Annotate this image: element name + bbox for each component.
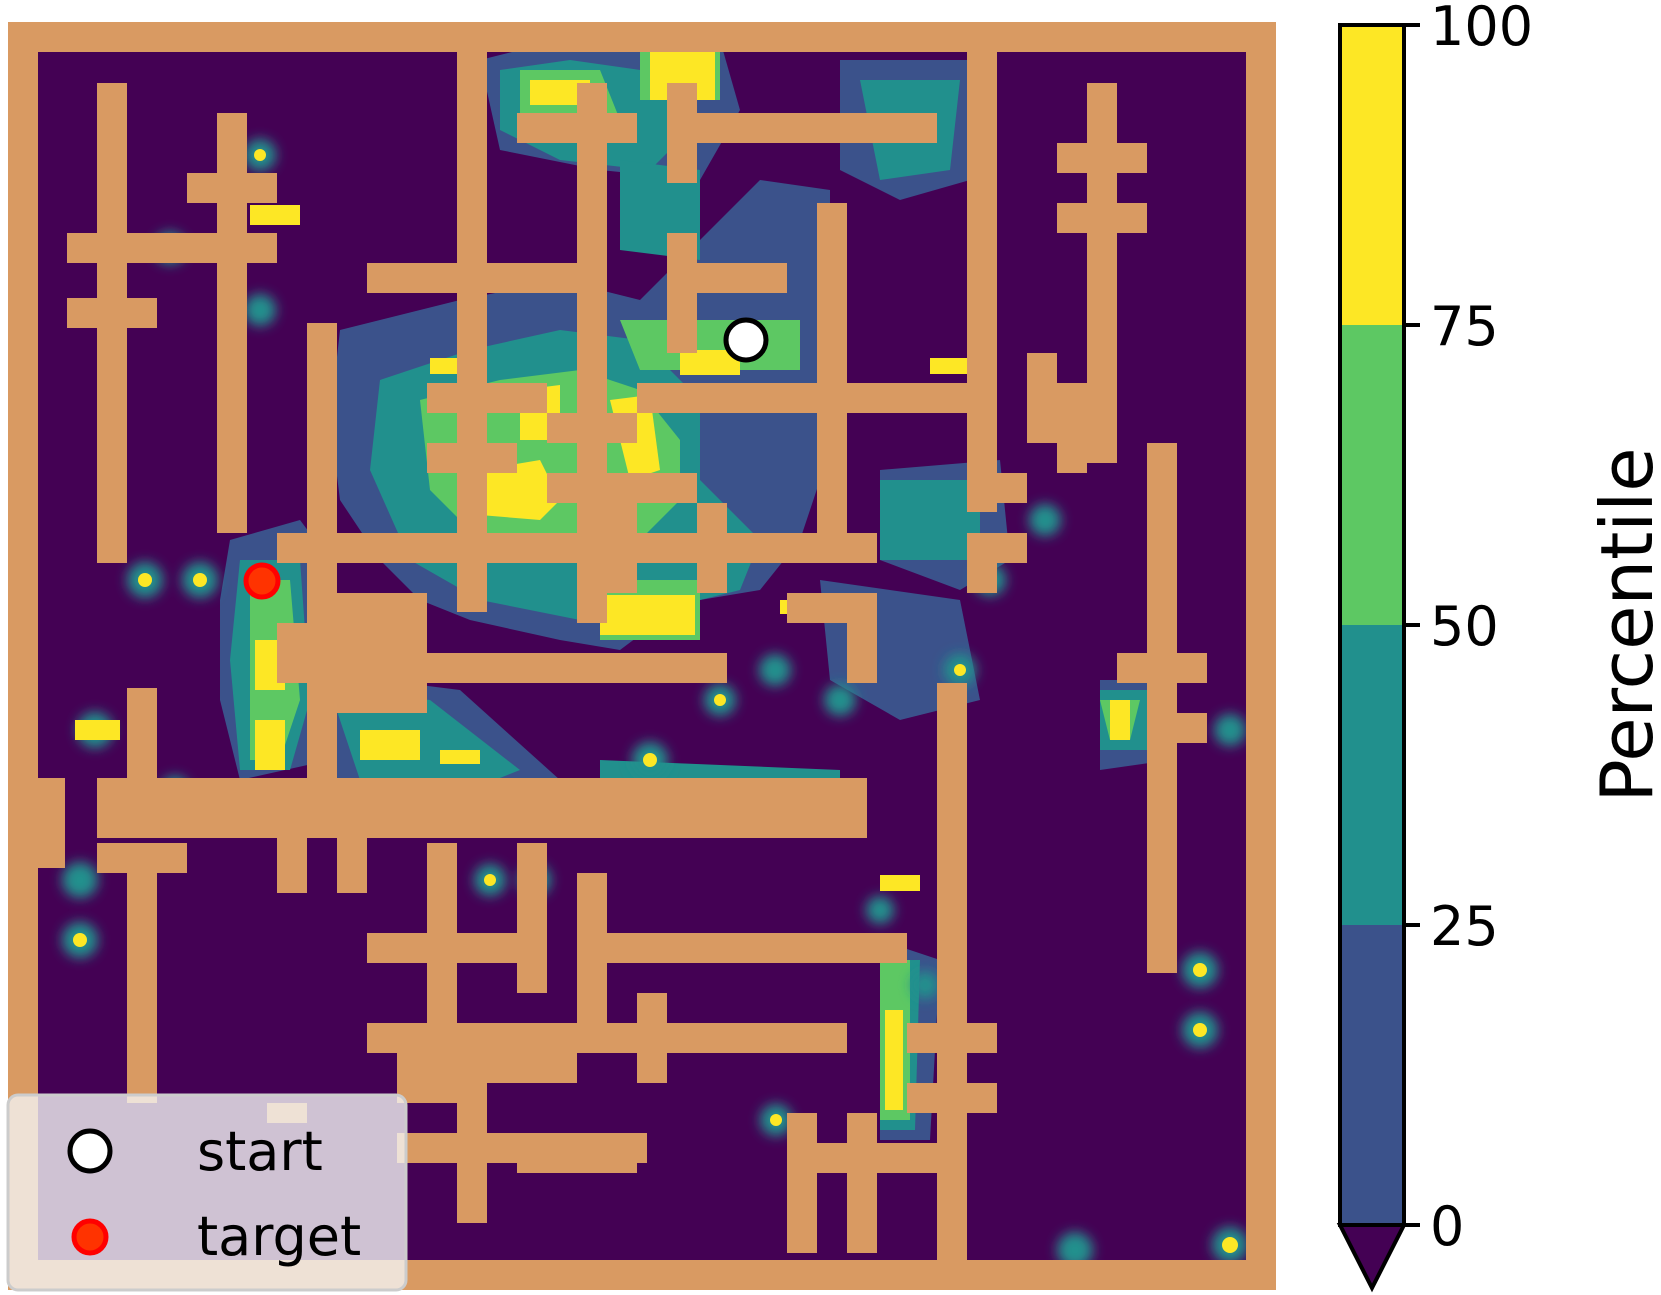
- maze-wall-segment: [967, 52, 997, 512]
- maze-wall-segment: [1246, 22, 1276, 1290]
- maze-wall-segment: [8, 22, 1276, 52]
- maze-wall-segment: [847, 1113, 877, 1253]
- colorbar-segment-0-25: [1340, 925, 1404, 1225]
- maze-wall-segment: [967, 533, 1027, 563]
- maze-wall-segment: [1117, 653, 1207, 683]
- colorbar-segment-50-75: [1340, 325, 1404, 625]
- maze-wall-segment: [367, 933, 517, 963]
- maze-wall-segment: [727, 533, 877, 563]
- colorbar-tick-label-25: 25: [1430, 895, 1499, 958]
- legend-target-marker: [71, 1218, 109, 1256]
- maze-wall-segment: [817, 203, 847, 563]
- legend: start target: [6, 1093, 408, 1292]
- colorbar-tick-label-75: 75: [1430, 295, 1499, 358]
- legend-start-marker: [67, 1128, 113, 1174]
- maze-wall-segment: [577, 83, 607, 623]
- colorbar-under-extension: [1336, 1223, 1408, 1293]
- maze-wall-segment: [547, 473, 697, 503]
- maze-wall-segment: [697, 503, 727, 593]
- maze-wall-segment: [787, 1113, 817, 1253]
- maze-wall-segment: [577, 873, 607, 1023]
- maze-wall-segment: [157, 778, 347, 838]
- maze-wall-segment: [427, 443, 517, 473]
- target-marker: [243, 562, 281, 600]
- maze-wall-segment: [847, 593, 877, 683]
- maze-wall-segment: [35, 778, 65, 868]
- colorbar-segment-75-100: [1340, 25, 1404, 325]
- maze-wall-segment: [607, 503, 637, 593]
- maze-wall-segment: [427, 383, 547, 413]
- maze-wall-segment: [217, 113, 247, 533]
- maze-wall-segment: [367, 263, 597, 293]
- heatmap-panel: start target: [6, 22, 1276, 1292]
- legend-start-label: start: [197, 1120, 323, 1183]
- maze-wall-segment: [937, 1053, 967, 1253]
- maze-wall-segment: [967, 473, 1027, 503]
- maze-wall-segment: [337, 593, 397, 713]
- maze-wall-segment: [1027, 353, 1057, 443]
- maze-wall-segment: [967, 563, 997, 593]
- maze-wall-segment: [1057, 383, 1087, 473]
- colorbar-tick-label-100: 100: [1430, 0, 1533, 58]
- maze-wall-segment: [1057, 143, 1147, 173]
- maze-wall-segment: [547, 413, 637, 443]
- maze-wall-segment: [667, 113, 937, 143]
- colorbar-ticks: [1404, 23, 1420, 1227]
- maze-wall-segment: [367, 1023, 637, 1053]
- colorbar-segment-25-50: [1340, 625, 1404, 925]
- colorbar-tick-label-50: 50: [1430, 595, 1499, 658]
- maze-wall-segment: [907, 1023, 997, 1053]
- maze-wall-segment: [517, 843, 547, 993]
- maze-wall-segment: [397, 1073, 487, 1103]
- maze-wall-segment: [1147, 443, 1177, 973]
- maze-wall-segment: [67, 298, 157, 328]
- colorbar-label: Percentile: [1585, 447, 1661, 802]
- maze-wall-segment: [637, 383, 967, 413]
- maze-wall-segment: [1147, 713, 1207, 743]
- maze-wall-segment: [277, 833, 307, 893]
- maze-wall-segment: [637, 993, 667, 1083]
- maze-wall-segment: [457, 52, 487, 612]
- maze-wall-segment: [1087, 83, 1117, 463]
- start-marker: [723, 317, 769, 363]
- maze-wall-segment: [667, 263, 787, 293]
- maze-wall-segment: [607, 933, 907, 963]
- maze-wall-segment: [8, 22, 38, 1290]
- maze-wall-segment: [397, 653, 727, 683]
- legend-target-label: target: [197, 1205, 361, 1268]
- colorbar-tick-label-0: 0: [1430, 1195, 1464, 1258]
- maze-wall-segment: [127, 873, 157, 1103]
- maze-wall-segment: [97, 843, 187, 873]
- maze-wall-segment: [517, 1143, 637, 1173]
- maze-walls: [8, 22, 1276, 1290]
- colorbar: 0 25 50 75 100 Percentile: [1336, 0, 1661, 1293]
- maze-wall-segment: [1057, 203, 1147, 233]
- maze-wall-segment: [277, 653, 337, 683]
- maze-wall-segment: [667, 1023, 847, 1053]
- maze-wall-segment: [337, 833, 367, 893]
